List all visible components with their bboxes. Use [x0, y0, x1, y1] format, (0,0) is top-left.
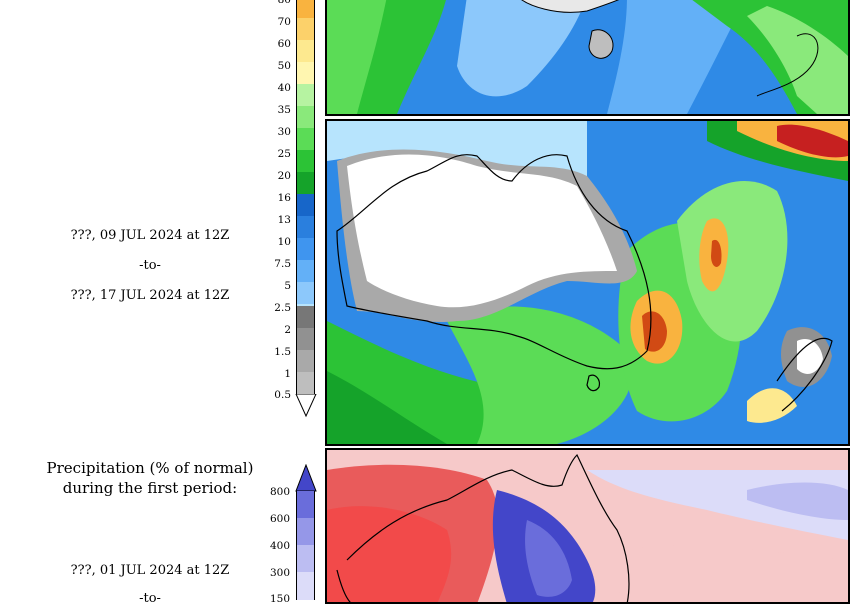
precip-swatch [296, 216, 315, 238]
precip-swatch [296, 194, 315, 216]
precip-tick-label: 80 [277, 0, 291, 6]
precip-swatch [296, 372, 315, 394]
precip-swatch [296, 128, 315, 150]
precip-tick-label: 1.5 [274, 346, 291, 358]
precip-tick-label: 2 [284, 324, 291, 336]
normal-tick-label: 400 [269, 540, 290, 552]
precip-tick-label: 60 [277, 38, 291, 50]
precip-swatch [296, 282, 315, 304]
precip-swatch [296, 150, 315, 172]
normal-tick-label: 150 [269, 593, 290, 605]
precip-colorbar-arrow [295, 394, 317, 418]
period-to-label: -to- [139, 258, 161, 273]
precip-tick-label: 10 [277, 236, 291, 248]
precip-tick-label: 1 [284, 368, 291, 380]
precip-swatch [296, 350, 315, 372]
precip-tick-label: 2.5 [274, 302, 291, 314]
normal-tick-label: 300 [269, 567, 290, 579]
precip-tick-label: 20 [277, 170, 291, 182]
precip-swatch [296, 40, 315, 62]
precip-swatch [296, 84, 315, 106]
normal-swatch [296, 572, 315, 600]
precip-tick-label: 35 [277, 104, 291, 116]
precip-tick-label: 25 [277, 148, 291, 160]
precip-swatch [296, 260, 315, 282]
normal-map [325, 448, 850, 604]
precip-map-total [325, 119, 850, 446]
precip-swatch [296, 0, 315, 18]
precip-map-previous [325, 0, 850, 116]
precip-swatch [296, 18, 315, 40]
precip-tick-label: 40 [277, 82, 291, 94]
precip-tick-label: 16 [277, 192, 291, 204]
normal-tick-label: 600 [269, 513, 290, 525]
precip-swatch [296, 238, 315, 260]
normal-heading-line1: Precipitation (% of normal) [46, 459, 254, 477]
precip-tick-label: 13 [277, 214, 291, 226]
normal-tick-label: 800 [269, 486, 290, 498]
precip-tick-label: 70 [277, 16, 291, 28]
precip-tick-label: 5 [284, 280, 291, 292]
normal-swatch [296, 545, 315, 572]
precip-tick-label: 30 [277, 126, 291, 138]
normal-to-label: -to- [139, 591, 161, 606]
precip-tick-label: 0.5 [274, 389, 291, 401]
precip-swatch [296, 106, 315, 128]
period-start-date: ???, 09 JUL 2024 at 12Z [70, 228, 230, 243]
normal-colorbar-arrow [295, 464, 317, 492]
precip-swatch [296, 328, 315, 350]
normal-start-date: ???, 01 JUL 2024 at 12Z [70, 563, 230, 578]
period-end-date: ???, 17 JUL 2024 at 12Z [70, 288, 230, 303]
precip-swatch [296, 306, 315, 328]
precip-swatch [296, 172, 315, 194]
precip-swatch [296, 62, 315, 84]
normal-swatch [296, 491, 315, 518]
normal-heading-line2: during the first period: [62, 479, 238, 497]
normal-swatch [296, 518, 315, 545]
precip-tick-label: 50 [277, 60, 291, 72]
precip-tick-label: 7.5 [274, 258, 291, 270]
